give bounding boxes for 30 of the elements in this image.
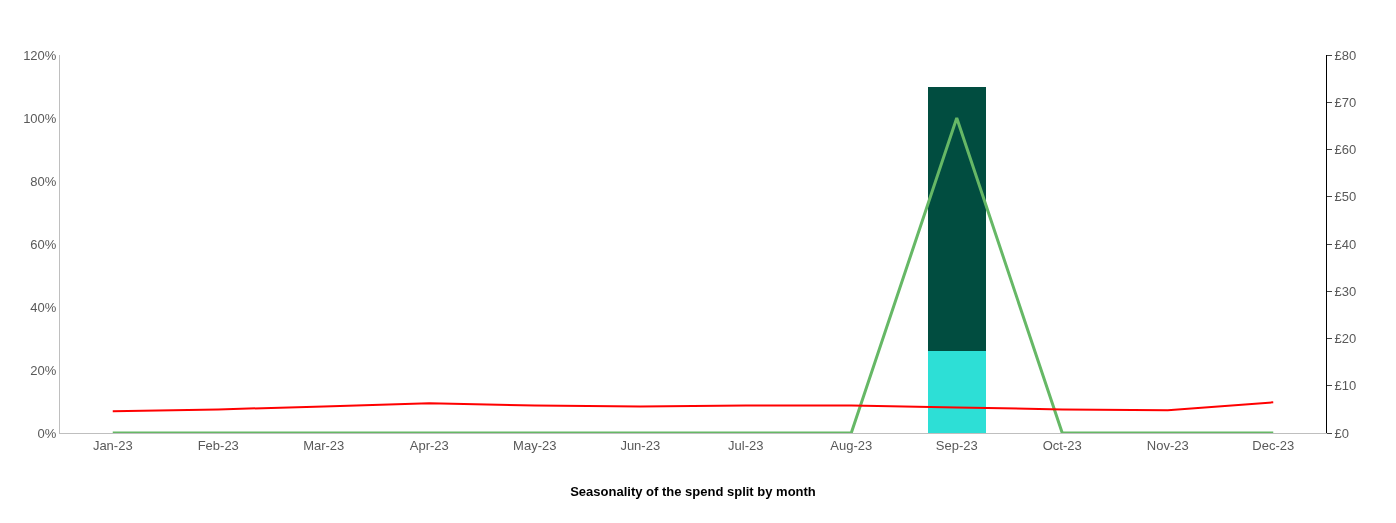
y2-tick-label: £70 [1334, 94, 1357, 110]
x-axis-title: Seasonality of the spend split by month [570, 484, 816, 500]
line-series [111, 401, 1275, 413]
x-tick-label: Oct-23 [1042, 437, 1082, 453]
y-tick-label: 120% [23, 47, 57, 63]
x-tick-label: Dec-23 [1252, 437, 1295, 453]
y2-tick-label: £10 [1334, 378, 1357, 394]
x-tick-label: Jul-23 [728, 437, 764, 453]
y2-tick-label: £20 [1334, 331, 1357, 347]
y2-tick-label: £80 [1334, 47, 1357, 63]
y-tick-label: 40% [30, 299, 57, 315]
x-tick-label: Apr-23 [409, 437, 449, 453]
y-tick-label: 0% [37, 425, 57, 441]
y2-tick-label: £0 [1334, 425, 1350, 441]
y-tick-label: 60% [30, 236, 57, 252]
y2-tick-label: £40 [1334, 236, 1357, 252]
x-tick-label: Sep-23 [935, 437, 978, 453]
y-tick-label: 80% [30, 173, 57, 189]
x-tick-label: Nov-23 [1146, 437, 1189, 453]
y-tick-label: 100% [23, 110, 57, 126]
x-tick-label: Feb-23 [197, 437, 239, 453]
y2-tick-label: £60 [1334, 142, 1357, 158]
y2-tick-label: £50 [1334, 189, 1357, 205]
x-tick-label: May-23 [513, 437, 557, 453]
y-tick-label: 20% [30, 362, 57, 378]
x-tick-label: Aug-23 [830, 437, 873, 453]
y2-tick-label: £30 [1334, 283, 1357, 299]
x-tick-label: Jan-23 [92, 437, 133, 453]
x-tick-label: Mar-23 [303, 437, 345, 453]
x-tick-label: Jun-23 [620, 437, 661, 453]
